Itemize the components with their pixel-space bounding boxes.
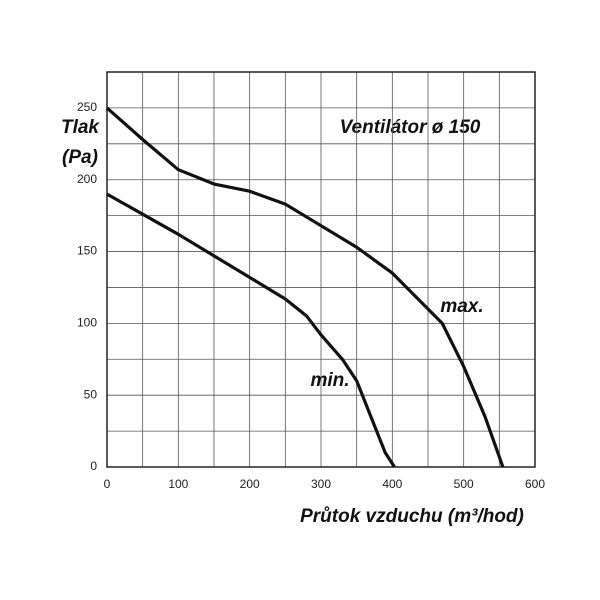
y-tick-label: 0 xyxy=(90,459,97,473)
y-tick-label: 200 xyxy=(77,172,97,186)
y-tick-label: 100 xyxy=(77,316,97,330)
x-tick-label: 300 xyxy=(311,477,331,491)
y-axis-title: (Pa) xyxy=(62,147,98,168)
x-tick-label: 400 xyxy=(382,477,402,491)
chart-title: Ventilátor ø 150 xyxy=(340,117,481,138)
series-label: min. xyxy=(310,370,349,391)
plot-frame xyxy=(106,71,536,468)
x-axis-title: Průtok vzduchu (m³/hod) xyxy=(300,506,524,527)
y-axis-title: Tlak xyxy=(61,117,100,138)
x-tick-label: 100 xyxy=(168,477,188,491)
x-tick-label: 500 xyxy=(454,477,474,491)
y-tick-label: 50 xyxy=(84,387,98,401)
y-tick-label: 150 xyxy=(77,244,97,258)
series-line xyxy=(105,106,505,468)
y-tick-label: 250 xyxy=(77,100,97,114)
series-line xyxy=(106,192,396,468)
x-tick-label: 200 xyxy=(240,477,260,491)
x-tick-label: 0 xyxy=(104,477,111,491)
series-label: max. xyxy=(440,296,483,317)
x-tick-label: 600 xyxy=(525,477,545,491)
